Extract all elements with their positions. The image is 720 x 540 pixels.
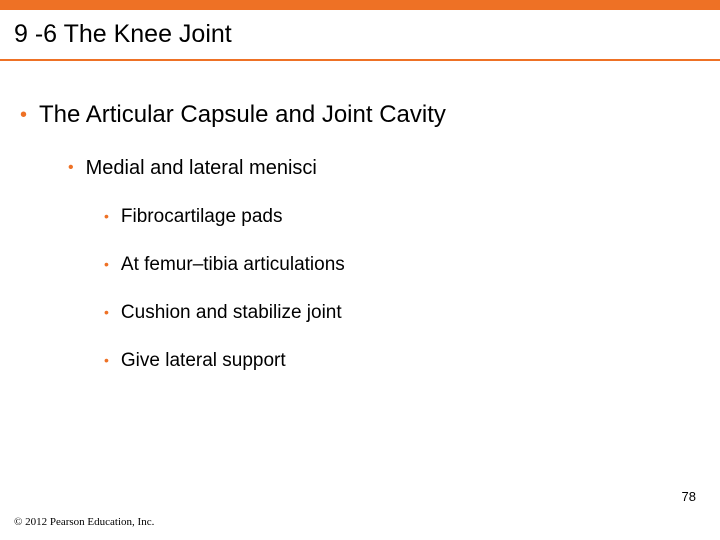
bullet-level3: • Give lateral support bbox=[0, 350, 720, 372]
top-accent-bar bbox=[0, 0, 720, 10]
bullet-text: The Articular Capsule and Joint Cavity bbox=[39, 101, 446, 129]
bullet-icon: • bbox=[104, 257, 109, 271]
bullet-icon: • bbox=[68, 160, 74, 176]
content-area: • The Articular Capsule and Joint Cavity… bbox=[0, 61, 720, 372]
copyright-text: © 2012 Pearson Education, Inc. bbox=[14, 516, 154, 528]
bullet-icon: • bbox=[104, 209, 109, 223]
bullet-level3: • Cushion and stabilize joint bbox=[0, 302, 720, 324]
bullet-level1: • The Articular Capsule and Joint Cavity bbox=[0, 101, 720, 129]
slide-title: 9 -6 The Knee Joint bbox=[0, 10, 720, 49]
bullet-level3: • At femur–tibia articulations bbox=[0, 254, 720, 276]
bullet-text: Medial and lateral menisci bbox=[86, 157, 317, 180]
bullet-icon: • bbox=[104, 305, 109, 319]
bullet-text: At femur–tibia articulations bbox=[121, 254, 345, 276]
bullet-text: Give lateral support bbox=[121, 350, 286, 372]
bullet-level2: • Medial and lateral menisci bbox=[0, 157, 720, 180]
bullet-text: Cushion and stabilize joint bbox=[121, 302, 342, 324]
page-number: 78 bbox=[682, 489, 696, 504]
bullet-icon: • bbox=[20, 105, 27, 125]
bullet-text: Fibrocartilage pads bbox=[121, 206, 283, 228]
bullet-icon: • bbox=[104, 353, 109, 367]
bullet-level3: • Fibrocartilage pads bbox=[0, 206, 720, 228]
